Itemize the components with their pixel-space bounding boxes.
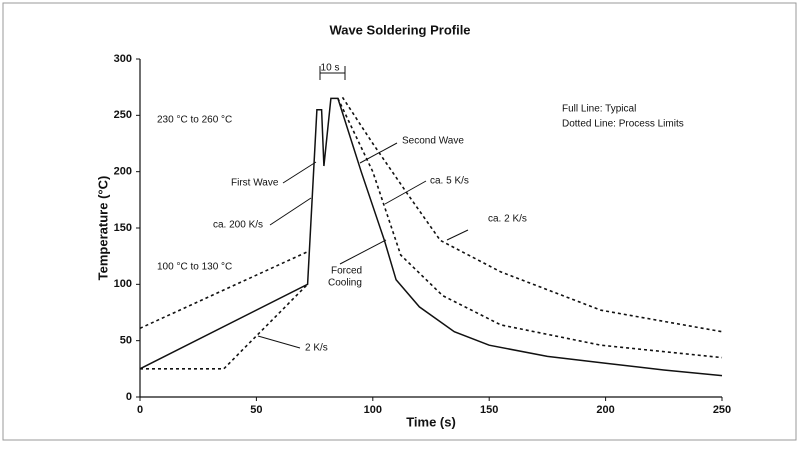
annotation: Cooling bbox=[328, 278, 362, 289]
annotation: ca. 200 K/s bbox=[213, 220, 263, 231]
annotation: ca. 2 K/s bbox=[488, 214, 527, 225]
x-tick-label: 200 bbox=[596, 404, 614, 416]
x-tick-label: 150 bbox=[480, 404, 498, 416]
annotation-arrows bbox=[257, 66, 469, 349]
annotation: 10 s bbox=[321, 63, 340, 74]
y-axis-label: Temperature (°C) bbox=[95, 176, 110, 281]
x-tick-label: 50 bbox=[250, 404, 262, 416]
annotation: Forced bbox=[331, 266, 362, 277]
y-tick-label: 250 bbox=[114, 109, 132, 121]
series-line bbox=[139, 97, 723, 377]
annotation: First Wave bbox=[231, 178, 279, 189]
annotation: Full Line: Typical bbox=[562, 104, 636, 115]
arrow bbox=[257, 335, 301, 349]
annotation: Second Wave bbox=[402, 136, 464, 147]
annotation: ca. 5 K/s bbox=[430, 176, 469, 187]
bracket bbox=[319, 66, 346, 80]
arrow bbox=[384, 180, 427, 205]
arrow bbox=[282, 161, 317, 184]
y-tick-label: 300 bbox=[114, 53, 132, 65]
y-tick-label: 150 bbox=[114, 222, 132, 234]
y-tick-label: 50 bbox=[120, 335, 132, 347]
x-tick-label: 0 bbox=[137, 404, 143, 416]
frame bbox=[2, 2, 797, 441]
series-line bbox=[139, 96, 723, 333]
chart-title: Wave Soldering Profile bbox=[329, 22, 470, 37]
y-tick-label: 100 bbox=[114, 278, 132, 290]
series-line bbox=[140, 98, 723, 370]
arrow bbox=[269, 197, 312, 226]
y-tick-label: 0 bbox=[126, 391, 132, 403]
x-tick-label: 250 bbox=[713, 404, 731, 416]
annotation: Dotted Line: Process Limits bbox=[562, 119, 684, 130]
x-tick-label: 100 bbox=[364, 404, 382, 416]
arrow bbox=[446, 229, 469, 241]
y-tick-label: 200 bbox=[114, 166, 132, 178]
x-axis-label: Time (s) bbox=[406, 414, 456, 429]
arrow bbox=[339, 239, 387, 265]
annotation: 2 K/s bbox=[305, 343, 328, 354]
annotation: 100 °C to 130 °C bbox=[157, 262, 232, 273]
annotation: 230 °C to 260 °C bbox=[157, 115, 232, 126]
